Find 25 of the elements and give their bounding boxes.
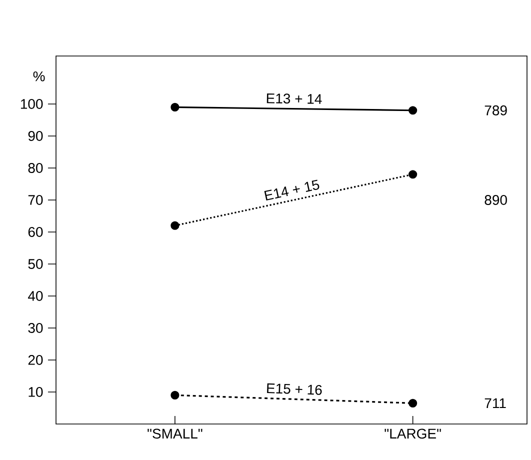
point	[408, 106, 418, 115]
y-tick-label: 80	[28, 163, 43, 173]
point	[170, 390, 180, 400]
annotation: 711	[484, 398, 506, 408]
series-label: E15 + 16	[267, 383, 322, 395]
y-axis-title: %	[33, 71, 45, 82]
point	[408, 170, 418, 179]
x-tick-label: "LARGE"	[384, 428, 441, 439]
y-tick-label: 10	[28, 387, 43, 397]
text: E14 + 15	[264, 180, 320, 201]
y-tick-label: 70	[28, 195, 43, 205]
y-tick-label: 60	[28, 227, 43, 237]
point	[408, 398, 418, 408]
y-tick-label: 40	[28, 291, 43, 301]
point	[170, 102, 180, 112]
annotation: 890	[484, 195, 507, 205]
y-tick-label: 90	[28, 131, 43, 141]
point	[170, 221, 180, 230]
series-label: E13 + 14	[266, 94, 322, 104]
y-tick-label: 20	[28, 355, 43, 365]
y-tick-label: 50	[28, 259, 43, 269]
annotation: 789	[484, 105, 507, 116]
x-tick-label: "SMALL"	[148, 428, 202, 439]
y-tick-label: 30	[28, 323, 43, 333]
y-tick-label: 100	[20, 99, 43, 109]
